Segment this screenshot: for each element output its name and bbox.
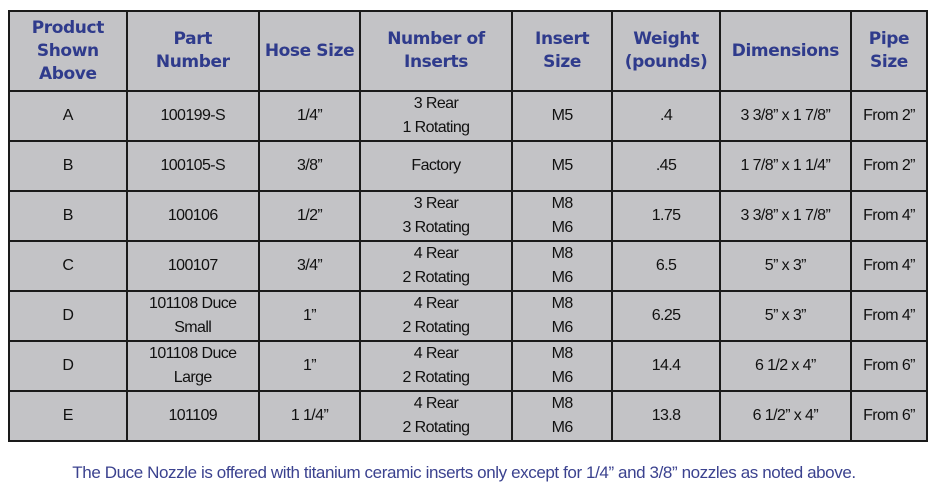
table-row: D 101108 Duce Large 1” 4 Rear 2 Rotating M8 M6 1… bbox=[8, 340, 928, 392]
cell-insert-size: M8 M6 bbox=[510, 340, 614, 392]
header-dimensions: Dimensions bbox=[718, 10, 853, 92]
cell-hose-size: 1” bbox=[257, 340, 362, 392]
cell-product: C bbox=[8, 240, 128, 292]
cell-product: D bbox=[8, 340, 128, 392]
table-row: D 101108 Duce Small 1” 4 Rear 2 Rotating M8 M6 6… bbox=[8, 290, 928, 342]
cell-weight: 13.8 bbox=[611, 390, 721, 442]
cell-pipe-size: From 4” bbox=[850, 240, 928, 292]
cell-part-number: 100107 bbox=[125, 240, 260, 292]
cell-dimensions: 3 3/8” x 1 7/8” bbox=[718, 190, 853, 242]
cell-weight: 6.5 bbox=[611, 240, 721, 292]
header-part-number: Part Number bbox=[125, 10, 260, 92]
cell-number-of-inserts: 3 Rear 1 Rotating bbox=[359, 90, 513, 142]
cell-insert-size: M8 M6 bbox=[510, 240, 614, 292]
cell-dimensions: 6 1/2” x 4” bbox=[718, 390, 853, 442]
cell-weight: 1.75 bbox=[611, 190, 721, 242]
cell-pipe-size: From 6” bbox=[850, 390, 928, 442]
nozzle-spec-table: Product Shown Above Part Number Hose Size Numb… bbox=[8, 10, 928, 442]
cell-product: B bbox=[8, 140, 128, 192]
cell-insert-size: M5 bbox=[510, 90, 614, 142]
cell-dimensions: 6 1/2 x 4” bbox=[718, 340, 853, 392]
cell-hose-size: 1” bbox=[257, 290, 362, 342]
cell-product: B bbox=[8, 190, 128, 242]
cell-hose-size: 1 1/4” bbox=[257, 390, 362, 442]
cell-part-number: 101108 Duce Small bbox=[125, 290, 260, 342]
cell-product: A bbox=[8, 90, 128, 142]
cell-part-number: 101109 bbox=[125, 390, 260, 442]
cell-number-of-inserts: 3 Rear 3 Rotating bbox=[359, 190, 513, 242]
cell-dimensions: 5” x 3” bbox=[718, 240, 853, 292]
cell-part-number: 100199-S bbox=[125, 90, 260, 142]
cell-dimensions: 3 3/8” x 1 7/8” bbox=[718, 90, 853, 142]
cell-pipe-size: From 2” bbox=[850, 140, 928, 192]
cell-weight: .45 bbox=[611, 140, 721, 192]
table-row: B 100106 1/2” 3 Rear 3 Rotating M8 M6 1.75 3 3/8… bbox=[8, 190, 928, 242]
cell-product: E bbox=[8, 390, 128, 442]
header-hose-size: Hose Size bbox=[257, 10, 362, 92]
cell-part-number: 100106 bbox=[125, 190, 260, 242]
cell-number-of-inserts: 4 Rear 2 Rotating bbox=[359, 290, 513, 342]
cell-weight: .4 bbox=[611, 90, 721, 142]
table-header-row: Product Shown Above Part Number Hose Size Numb… bbox=[8, 10, 928, 92]
cell-insert-size: M8 M6 bbox=[510, 290, 614, 342]
cell-pipe-size: From 2” bbox=[850, 90, 928, 142]
cell-insert-size: M8 M6 bbox=[510, 390, 614, 442]
cell-hose-size: 1/4” bbox=[257, 90, 362, 142]
cell-insert-size: M5 bbox=[510, 140, 614, 192]
table-row: C 100107 3/4” 4 Rear 2 Rotating M8 M6 6.5 5” x 3… bbox=[8, 240, 928, 292]
table-row: A 100199-S 1/4” 3 Rear 1 Rotating M5.4 3 3/8” … bbox=[8, 90, 928, 142]
header-weight: Weight (pounds) bbox=[611, 10, 721, 92]
cell-part-number: 100105-S bbox=[125, 140, 260, 192]
header-pipe-size: Pipe Size bbox=[850, 10, 928, 92]
cell-weight: 14.4 bbox=[611, 340, 721, 392]
header-insert-size: Insert Size bbox=[510, 10, 614, 92]
cell-part-number: 101108 Duce Large bbox=[125, 340, 260, 392]
cell-insert-size: M8 M6 bbox=[510, 190, 614, 242]
cell-weight: 6.25 bbox=[611, 290, 721, 342]
table-row: B 100105-S 3/8” Factory M5.45 1 7/8” x 1 1/4”… bbox=[8, 140, 928, 192]
cell-pipe-size: From 4” bbox=[850, 190, 928, 242]
cell-dimensions: 5” x 3” bbox=[718, 290, 853, 342]
header-product: Product Shown Above bbox=[8, 10, 128, 92]
cell-dimensions: 1 7/8” x 1 1/4” bbox=[718, 140, 853, 192]
cell-product: D bbox=[8, 290, 128, 342]
cell-hose-size: 3/8” bbox=[257, 140, 362, 192]
footnote: The Duce Nozzle is offered with titanium… bbox=[72, 463, 856, 482]
cell-hose-size: 3/4” bbox=[257, 240, 362, 292]
cell-number-of-inserts: 4 Rear 2 Rotating bbox=[359, 390, 513, 442]
cell-pipe-size: From 6” bbox=[850, 340, 928, 392]
cell-hose-size: 1/2” bbox=[257, 190, 362, 242]
cell-pipe-size: From 4” bbox=[850, 290, 928, 342]
table-row: E 101109 1 1/4” 4 Rear 2 Rotating M8 M6 13.8 6 1… bbox=[8, 390, 928, 442]
cell-number-of-inserts: Factory bbox=[359, 140, 513, 192]
cell-number-of-inserts: 4 Rear 2 Rotating bbox=[359, 340, 513, 392]
header-number-of-inserts: Number of Inserts bbox=[359, 10, 513, 92]
cell-number-of-inserts: 4 Rear 2 Rotating bbox=[359, 240, 513, 292]
